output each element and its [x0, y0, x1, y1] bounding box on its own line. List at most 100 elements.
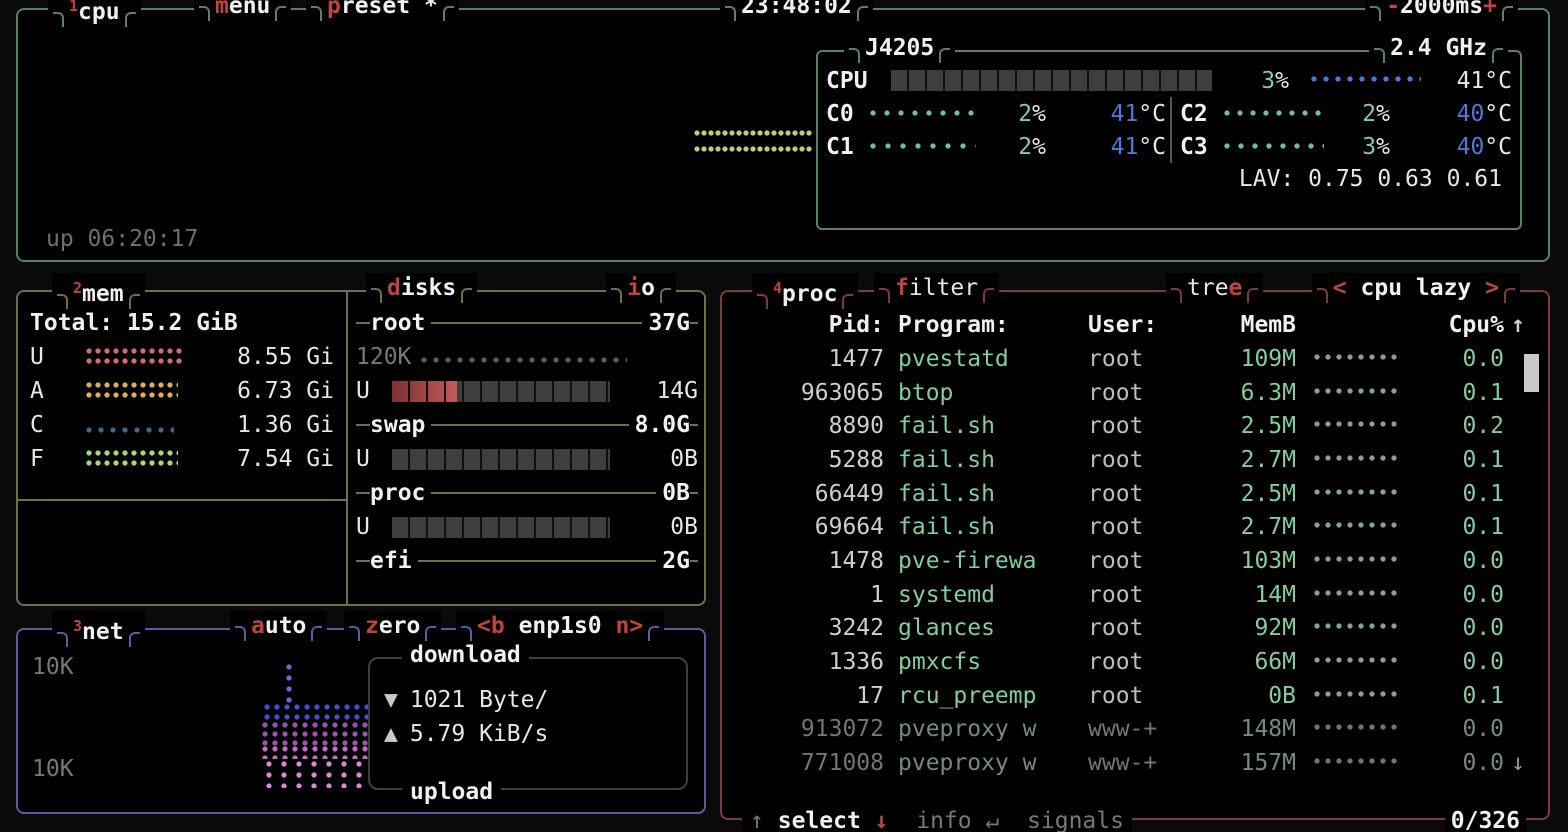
proc-row[interactable]: 3242 glances root 92M 0.0: [722, 612, 1548, 646]
temp-unit: °C: [1484, 133, 1512, 160]
proc-mem: 2.7M: [1240, 514, 1296, 541]
proc-user: root: [1088, 345, 1144, 372]
net-hotkey: 3: [73, 617, 83, 635]
proc-row[interactable]: 1477 pvestatd root 109M 0.0: [722, 342, 1548, 376]
select-label[interactable]: select: [764, 807, 875, 832]
proc-row[interactable]: 771008 pveproxy w www-+ 157M 0.0 ↓: [722, 746, 1548, 780]
mem-free-graph: [86, 449, 178, 469]
update-interval: -2000ms+: [1365, 0, 1518, 21]
proc-row[interactable]: 1 systemd root 14M 0.0: [722, 578, 1548, 612]
divider: [431, 322, 643, 324]
disk-size: 0B: [662, 480, 690, 506]
cpu-total-percent: 3%: [1212, 68, 1289, 94]
proc-mem: 14M: [1254, 581, 1296, 608]
proc-row[interactable]: 5288 fail.sh root 2.7M 0.1: [722, 443, 1548, 477]
proc-row[interactable]: 8890 fail.sh root 2.5M 0.2: [722, 409, 1548, 443]
header-pid[interactable]: Pid:: [828, 312, 884, 338]
proc-cpu-graph: [1314, 353, 1400, 364]
proc-count: 0/326: [1444, 807, 1526, 832]
disk-root-used-row: U 14G: [356, 374, 698, 408]
core-temp: 40°C: [1416, 101, 1512, 127]
net-panel-button[interactable]: 3net: [52, 611, 145, 647]
io-mode-button[interactable]: io: [606, 273, 676, 303]
cpu-model: J4205: [865, 35, 935, 61]
disks-title[interactable]: disks: [366, 273, 478, 303]
mem-row-free: F 7.54 Gi: [30, 442, 334, 476]
proc-row[interactable]: 17 rcu_preemp root 0B 0.1: [722, 679, 1548, 713]
percent-sign: %: [1275, 67, 1290, 94]
select-up-icon[interactable]: ↑: [750, 808, 764, 832]
scroll-down-icon[interactable]: ↓: [1511, 750, 1525, 777]
core-row-c1: C1 2% 41°C: [826, 130, 1166, 163]
upload-rate-row: ▲ 5.79 KiB/s: [384, 717, 686, 751]
core-column-right: C2 2% 40°C C3 3% 40°C: [1172, 97, 1512, 163]
tree-button[interactable]: tree: [1166, 273, 1264, 303]
header-mem[interactable]: MemB: [1240, 312, 1296, 338]
sort-label: cpu lazy: [1347, 275, 1486, 301]
proc-panel: 4proc filter tree < cpu lazy > Pid: Prog…: [720, 273, 1550, 832]
proc-row[interactable]: 913072 pveproxy w www-+ 148M 0.0: [722, 713, 1548, 747]
proc-user: www-+: [1088, 750, 1158, 777]
cpu-total-meter: [891, 70, 1213, 91]
proc-row[interactable]: 69664 fail.sh root 2.7M 0.1: [722, 510, 1548, 544]
core-temp-value: 40: [1456, 100, 1485, 127]
core-percent: 2%: [976, 101, 1046, 127]
proc-user: root: [1088, 514, 1144, 541]
header-user[interactable]: User:: [1088, 312, 1158, 338]
net-zero-button[interactable]: zero: [344, 611, 442, 641]
filter-button[interactable]: filter: [874, 273, 1000, 303]
info-button[interactable]: info: [916, 808, 972, 832]
sort-prev-button[interactable]: <: [1332, 275, 1347, 301]
proc-program: glances: [898, 615, 995, 642]
header-cpu[interactable]: Cpu%: [1448, 312, 1504, 338]
interval-decrease-button[interactable]: -: [1386, 0, 1401, 19]
proc-row[interactable]: 963065 btop root 6.3M 0.1: [722, 376, 1548, 410]
filter-hotkey: f: [895, 275, 909, 301]
proc-panel-button[interactable]: 4proc: [752, 273, 859, 309]
sort-next-button[interactable]: >: [1485, 275, 1499, 301]
iface-prev-button[interactable]: <b: [477, 613, 505, 639]
proc-row[interactable]: 1336 pmxcfs root 66M 0.0: [722, 645, 1548, 679]
mem-row-cached: C 1.36 Gi: [30, 408, 334, 442]
core-percent-value: 2: [1362, 100, 1377, 127]
proc-scrollbar[interactable]: [1524, 354, 1539, 392]
interval-increase-button[interactable]: +: [1483, 0, 1497, 19]
disk-root-meter-used: [392, 380, 458, 402]
proc-cpu-graph: [1314, 724, 1400, 735]
proc-row[interactable]: 1478 pve-firewa root 103M 0.0: [722, 544, 1548, 578]
disk-used-value: 0B: [670, 446, 698, 472]
disk-name: proc: [370, 480, 426, 506]
net-download-spike-graph: [286, 664, 296, 706]
disk-root-meter: [392, 380, 610, 402]
mem-panel-button[interactable]: 2mem: [52, 273, 145, 309]
proc-cpu: 0.1: [1462, 446, 1504, 473]
io-label: o: [641, 275, 655, 301]
proc-program: pvestatd: [898, 345, 1009, 372]
header-program[interactable]: Program:: [898, 312, 1009, 338]
disk-root-io-row: 120K: [356, 340, 698, 374]
proc-cpu: 0.0: [1462, 750, 1504, 777]
mem-hotkey: 2: [73, 279, 83, 297]
net-auto-button[interactable]: auto: [230, 611, 328, 641]
proc-user: root: [1088, 682, 1144, 709]
proc-cpu-graph: [1314, 589, 1400, 600]
select-down-icon[interactable]: ↓: [874, 808, 889, 832]
mem-row-value: 7.54 Gi: [237, 446, 334, 472]
proc-cpu: 0.1: [1462, 480, 1504, 507]
core-temp: 41°C: [1070, 101, 1166, 127]
disk-size: 8.0G: [634, 412, 690, 438]
menu-button[interactable]: menu: [194, 0, 292, 21]
scroll-up-icon[interactable]: ↑: [1511, 312, 1525, 338]
proc-pid: 913072: [800, 716, 884, 743]
proc-row[interactable]: 66449 fail.sh root 2.5M 0.1: [722, 477, 1548, 511]
cpu-model-label: J4205: [844, 33, 956, 63]
cpu-panel-button[interactable]: 1cpu: [48, 0, 141, 27]
net-rates-box: download ▼ 1021 Byte/ ▲ 5.79 KiB/s uploa…: [368, 642, 688, 805]
signals-button[interactable]: signals: [1027, 808, 1124, 832]
proc-mem: 2.7M: [1240, 446, 1296, 473]
download-arrow-icon: ▼: [384, 687, 398, 713]
disk-swap-meter: [392, 448, 610, 470]
iface-next-button[interactable]: n>: [615, 613, 644, 639]
preset-button[interactable]: preset *: [306, 0, 459, 21]
